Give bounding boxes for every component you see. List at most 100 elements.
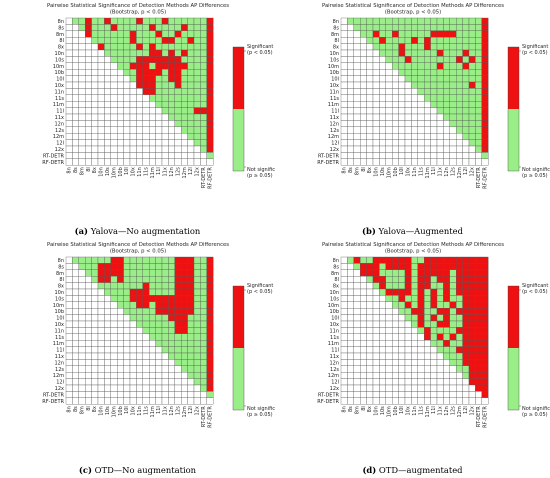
- heatmap-cell: [91, 378, 99, 386]
- heatmap-cell: [168, 365, 175, 373]
- heatmap-cell: [181, 365, 188, 373]
- heatmap-cell: [372, 94, 380, 102]
- heatmap-cell: [481, 378, 489, 386]
- heatmap-cell: [136, 384, 143, 392]
- col-label: 12m: [457, 406, 463, 417]
- heatmap-cell: [97, 107, 105, 115]
- heatmap-cell: [366, 107, 374, 115]
- heatmap-cell: [475, 372, 482, 379]
- heatmap-cell: [193, 288, 201, 296]
- heatmap-cell: [200, 30, 207, 38]
- heatmap-cell: [417, 107, 425, 115]
- heatmap-cell: [117, 75, 124, 83]
- heatmap-cell: [155, 152, 163, 159]
- heatmap-cell: [430, 75, 438, 83]
- heatmap-cell: [392, 269, 399, 277]
- heatmap-cell: [181, 88, 188, 95]
- heatmap-cell: [200, 62, 207, 70]
- heatmap-cell: [155, 340, 163, 347]
- heatmap-cell: [398, 133, 406, 140]
- heatmap-cell: [187, 397, 195, 405]
- heatmap-cell: [379, 62, 386, 70]
- heatmap-cell: [475, 139, 482, 147]
- heatmap-cell: [436, 62, 444, 70]
- heatmap-cell: [206, 256, 214, 264]
- heatmap-cell: [181, 145, 188, 153]
- heatmap-cell: [385, 49, 393, 57]
- heatmap-cell: [449, 340, 457, 347]
- heatmap-cell: [404, 320, 412, 328]
- heatmap-cell: [475, 378, 482, 386]
- col-label: 10l: [124, 406, 130, 414]
- heatmap-cell: [360, 133, 367, 140]
- heatmap-cell: [65, 352, 73, 360]
- heatmap-cell: [475, 30, 482, 38]
- heatmap-cell: [155, 256, 163, 264]
- heatmap-cell: [398, 158, 406, 166]
- heatmap-cell: [78, 352, 86, 360]
- heatmap-cell: [117, 145, 124, 153]
- heatmap-cell: [65, 30, 73, 38]
- heatmap-cell: [193, 62, 201, 70]
- row-label: 10n: [54, 290, 64, 296]
- heatmap-cell: [468, 133, 476, 140]
- heatmap-cell: [78, 120, 86, 127]
- heatmap-cell: [385, 145, 393, 153]
- heatmap-cell: [97, 81, 105, 89]
- heatmap-cell: [481, 263, 489, 270]
- heatmap-cell: [411, 365, 418, 373]
- heatmap-cell: [366, 256, 374, 264]
- heatmap-cell: [123, 256, 131, 264]
- heatmap-cell: [72, 56, 79, 63]
- heatmap-cell: [161, 378, 169, 386]
- heatmap-cell: [411, 346, 418, 354]
- heatmap-cell: [481, 301, 489, 309]
- heatmap-cell: [385, 107, 393, 115]
- heatmap-cell: [372, 56, 380, 63]
- heatmap-cell: [462, 340, 470, 347]
- heatmap-cell: [129, 263, 137, 270]
- heatmap-cell: [417, 295, 425, 302]
- heatmap-cell: [181, 152, 188, 159]
- heatmap-cell: [347, 101, 354, 108]
- heatmap-cell: [481, 346, 489, 354]
- heatmap-cell: [91, 113, 99, 121]
- heatmap-cell: [142, 94, 150, 102]
- heatmap-cell: [72, 340, 79, 347]
- col-label: RT-DETR: [201, 406, 207, 428]
- heatmap-cell: [161, 256, 169, 264]
- heatmap-cell: [91, 295, 99, 302]
- heatmap-cell: [155, 346, 163, 354]
- caption-a: (a) Yalova—No augmentation: [0, 226, 275, 236]
- heatmap-cell: [65, 94, 73, 102]
- heatmap-cell: [85, 37, 92, 44]
- heatmap-cell: [104, 24, 111, 31]
- heatmap-cell: [129, 269, 137, 277]
- heatmap-cell: [161, 397, 169, 405]
- heatmap-cell: [360, 269, 367, 277]
- legend-frame: [232, 46, 245, 172]
- heatmap-cell: [149, 139, 156, 147]
- heatmap-cell: [404, 75, 412, 83]
- heatmap-cell: [366, 81, 374, 89]
- heatmap-cell: [424, 314, 431, 322]
- heatmap-cell: [379, 391, 386, 398]
- heatmap-cell: [168, 378, 175, 386]
- heatmap-cell: [411, 288, 418, 296]
- heatmap-cell: [443, 120, 450, 127]
- heatmap-cell: [129, 94, 137, 102]
- heatmap-cell: [340, 384, 348, 392]
- heatmap-cell: [424, 107, 431, 115]
- heatmap-cell: [72, 120, 79, 127]
- heatmap-cell: [340, 30, 348, 38]
- heatmap-cell: [372, 75, 380, 83]
- heatmap-cell: [117, 113, 124, 121]
- row-label: RF-DETR: [42, 399, 64, 405]
- heatmap-cell: [462, 126, 470, 134]
- row-label: 10s: [330, 296, 339, 302]
- heatmap-cell: [411, 56, 418, 63]
- heatmap-cell: [155, 101, 163, 108]
- heatmap-cell: [155, 314, 163, 322]
- heatmap-cell: [174, 295, 182, 302]
- heatmap-cell: [161, 365, 169, 373]
